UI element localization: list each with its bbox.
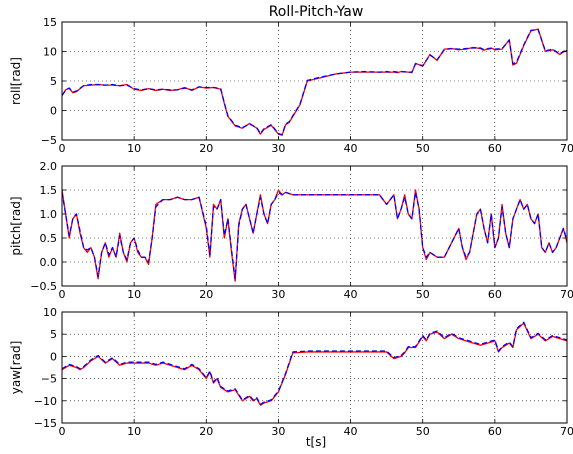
x-tick-label: 70 <box>560 288 573 301</box>
y-tick-label: 10 <box>43 46 57 59</box>
x-tick-label: 0 <box>59 288 66 301</box>
x-tick-label: 60 <box>488 288 502 301</box>
x-tick-label: 50 <box>416 142 430 155</box>
x-axis-label: t[s] <box>306 435 326 449</box>
x-tick-label: 10 <box>127 288 141 301</box>
x-tick-label: 40 <box>344 142 358 155</box>
series-line-2 <box>62 191 567 280</box>
x-tick-label: 70 <box>560 142 573 155</box>
y-tick-label: 0.0 <box>40 256 58 269</box>
x-tick-label: 40 <box>344 425 358 438</box>
y-tick-label: 15 <box>43 16 57 29</box>
y-axis-label: roll[rad] <box>9 57 23 105</box>
x-tick-label: 30 <box>271 425 285 438</box>
panel-2: 0 10 20 30 40 50 60 70 −0.5 0.0 0.5 1.0 1.5 2.0 pitch[… <box>9 160 573 301</box>
y-tick-label: 2.0 <box>40 160 58 173</box>
series-line-1 <box>62 28 567 136</box>
chart-title: Roll-Pitch-Yaw <box>269 4 364 20</box>
y-tick-label: 0 <box>50 350 57 363</box>
x-tick-label: 30 <box>271 288 285 301</box>
x-tick-label: 60 <box>488 425 502 438</box>
series-line-1 <box>62 322 567 406</box>
y-tick-label: 5 <box>50 328 57 341</box>
x-tick-label: 10 <box>127 425 141 438</box>
y-tick-label: 0 <box>50 105 57 118</box>
x-tick-label: 0 <box>59 425 66 438</box>
panel-frame <box>61 165 568 287</box>
series-line-2 <box>62 29 567 136</box>
y-tick-label: −5 <box>41 373 57 386</box>
y-tick-label: −5 <box>41 134 57 147</box>
panel-frame <box>61 311 568 424</box>
x-tick-label: 60 <box>488 142 502 155</box>
x-tick-label: 20 <box>199 425 213 438</box>
y-tick-label: −15 <box>34 417 57 430</box>
x-tick-label: 50 <box>416 425 430 438</box>
x-tick-label: 40 <box>344 288 358 301</box>
y-tick-label: 10 <box>43 306 57 319</box>
x-tick-label: 10 <box>127 142 141 155</box>
panel-3: 0 10 20 30 40 50 60 70 −15 −10 −5 0 5 10 yaw[rad] <box>9 306 573 438</box>
x-tick-label: 30 <box>271 142 285 155</box>
x-tick-label: 20 <box>199 288 213 301</box>
series-line-1 <box>62 189 567 282</box>
y-axis-label: yaw[rad] <box>9 341 23 395</box>
y-axis-label: pitch[rad] <box>9 196 23 255</box>
y-tick-label: 5 <box>50 75 57 88</box>
x-tick-label: 70 <box>560 425 573 438</box>
y-tick-label: 1.0 <box>40 208 58 221</box>
series-line-2 <box>62 321 567 405</box>
x-tick-label: 0 <box>59 142 66 155</box>
x-tick-label: 20 <box>199 142 213 155</box>
x-tick-label: 50 <box>416 288 430 301</box>
y-tick-label: 1.5 <box>40 184 58 197</box>
y-tick-label: −0.5 <box>30 280 57 293</box>
y-tick-label: 0.5 <box>40 232 58 245</box>
y-tick-label: −10 <box>34 395 57 408</box>
